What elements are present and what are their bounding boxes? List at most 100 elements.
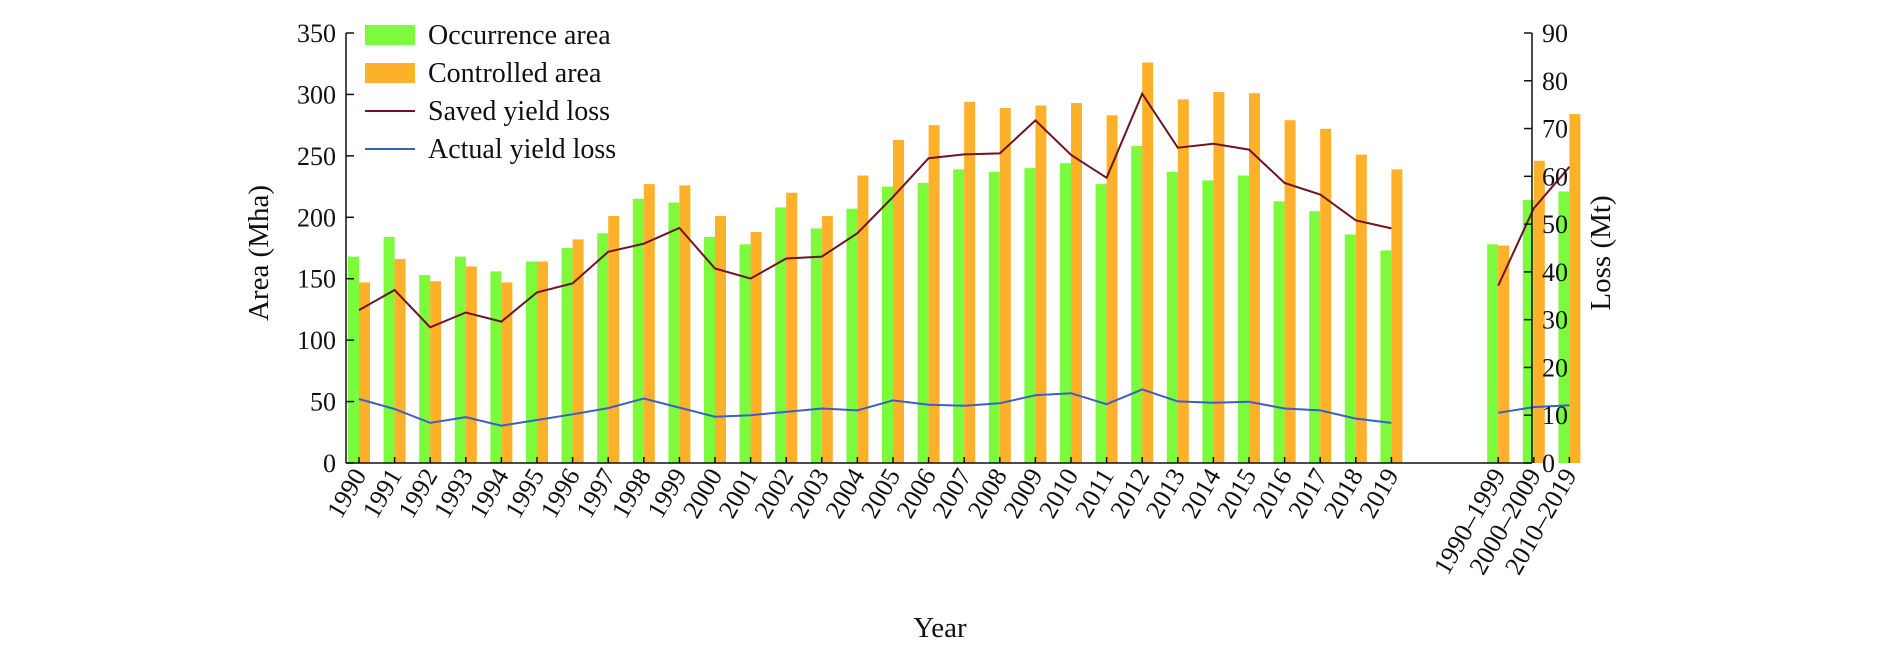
bar-controlled-area-2002 — [786, 192, 798, 463]
bar-occurrence-area-1997 — [597, 233, 609, 463]
bar-occurrence-area-1996 — [561, 248, 573, 463]
bar-controlled-area-1995 — [537, 261, 548, 463]
bar-controlled-area-2004 — [857, 175, 869, 463]
bar-controlled-area-1993 — [465, 266, 477, 463]
bar-controlled-area-2008 — [999, 107, 1011, 463]
legend-label-actual-yield-loss: Actual yield loss — [428, 134, 616, 165]
bar-occurrence-area-1990 — [348, 256, 359, 463]
x-axis-title: Year — [913, 612, 967, 644]
bar-occurrence-area-2000–2009 — [1522, 200, 1534, 464]
right-y-axis-title: Loss (Mt) — [1585, 195, 1617, 310]
left-y-axis-title: Area (Mha) — [243, 185, 275, 321]
line-actual-yield-loss-segment-1 — [358, 388, 1392, 427]
bar-occurrence-area-1994 — [490, 271, 502, 463]
bar-controlled-area-2009 — [1035, 105, 1047, 463]
left-y-tick-label: 0 — [323, 449, 336, 478]
bar-controlled-area-2019 — [1391, 169, 1403, 463]
bar-controlled-area-2001 — [750, 232, 762, 463]
right-y-tick-label: 0 — [1542, 449, 1555, 478]
line-saved-yield-loss-segment-1 — [358, 91, 1392, 329]
right-y-tick-label: 50 — [1542, 210, 1568, 239]
left-y-tick-label: 200 — [297, 203, 336, 232]
bar-occurrence-area-1990–1999 — [1487, 244, 1499, 463]
bar-controlled-area-1998 — [643, 184, 655, 463]
bar-controlled-area-1991 — [394, 259, 406, 463]
bar-occurrence-area-2012 — [1131, 146, 1143, 463]
left-y-tick-label: 50 — [310, 388, 336, 417]
bar-occurrence-area-2007 — [953, 169, 965, 463]
bars-layer — [348, 62, 1581, 464]
bar-occurrence-area-2010 — [1060, 163, 1071, 463]
bar-controlled-area-2000 — [715, 216, 726, 463]
bar-occurrence-area-2010–2019 — [1558, 191, 1570, 463]
legend-swatch-occurrence-area — [365, 25, 415, 45]
bar-occurrence-area-2014 — [1202, 180, 1214, 463]
bar-occurrence-area-2000 — [704, 236, 715, 463]
bar-controlled-area-2018 — [1355, 154, 1367, 463]
bar-occurrence-area-2004 — [846, 208, 858, 463]
bar-controlled-area-1990 — [359, 282, 370, 463]
line-actual-yield-loss-segment-2 — [1498, 404, 1570, 414]
bar-occurrence-area-2011 — [1095, 184, 1107, 463]
bar-occurrence-area-2018 — [1344, 234, 1356, 463]
bar-occurrence-area-2017 — [1309, 211, 1321, 463]
bar-occurrence-area-2003 — [810, 228, 822, 463]
bar-controlled-area-2005 — [893, 139, 904, 463]
bar-occurrence-area-1999 — [668, 202, 680, 464]
bar-controlled-area-2016 — [1284, 120, 1296, 463]
bar-controlled-area-2017 — [1320, 128, 1332, 464]
bar-occurrence-area-2009 — [1024, 168, 1036, 463]
bar-controlled-area-2006 — [928, 125, 940, 464]
right-y-tick-label: 10 — [1542, 401, 1568, 430]
right-y-tick-label: 70 — [1542, 115, 1568, 144]
bar-controlled-area-2012 — [1142, 62, 1154, 463]
bar-occurrence-area-2008 — [988, 171, 1000, 464]
x-tick-label-2019: 2019 — [1353, 464, 1404, 524]
bar-controlled-area-2003 — [821, 216, 833, 463]
bar-controlled-area-2000–2009 — [1533, 160, 1545, 463]
right-y-tick-label: 90 — [1542, 19, 1568, 48]
right-y-tick-label: 30 — [1542, 306, 1568, 335]
bar-occurrence-area-2016 — [1273, 201, 1285, 464]
lines-layer — [358, 91, 1571, 427]
bar-occurrence-area-1995 — [526, 261, 537, 463]
legend: Occurrence area Controlled area Saved yiel… — [365, 20, 616, 165]
left-y-tick-label: 100 — [297, 326, 336, 355]
bar-occurrence-area-1993 — [454, 256, 466, 463]
right-y-tick-label: 40 — [1542, 258, 1568, 287]
right-y-tick-label: 60 — [1542, 162, 1568, 191]
bar-controlled-area-1994 — [501, 282, 513, 463]
legend-label-saved-yield-loss: Saved yield loss — [428, 96, 610, 127]
bar-occurrence-area-2015 — [1238, 175, 1249, 463]
bar-occurrence-area-2002 — [775, 207, 787, 463]
right-y-tick-label: 80 — [1542, 67, 1568, 96]
bar-controlled-area-1992 — [430, 281, 442, 463]
left-y-tick-label: 150 — [297, 265, 336, 294]
bar-controlled-area-2010–2019 — [1569, 114, 1581, 463]
bar-occurrence-area-2013 — [1166, 171, 1178, 464]
right-y-tick-label: 20 — [1542, 353, 1568, 382]
bar-occurrence-area-2005 — [882, 186, 893, 464]
bar-controlled-area-2007 — [964, 101, 976, 464]
line-saved-yield-loss-segment-2 — [1497, 166, 1571, 287]
bar-occurrence-area-2006 — [917, 182, 929, 463]
bar-controlled-area-2013 — [1177, 99, 1189, 463]
legend-label-occurrence-area: Occurrence area — [428, 20, 611, 51]
bar-occurrence-area-1998 — [632, 198, 644, 463]
bar-occurrence-area-2019 — [1380, 250, 1392, 463]
bar-occurrence-area-2001 — [739, 244, 751, 463]
bar-controlled-area-2015 — [1249, 93, 1260, 463]
legend-swatch-controlled-area — [365, 63, 415, 83]
bar-occurrence-area-1991 — [383, 236, 395, 463]
bar-controlled-area-2014 — [1213, 91, 1225, 463]
left-y-tick-label: 350 — [297, 19, 336, 48]
left-y-tick-label: 250 — [297, 142, 336, 171]
left-y-tick-label: 300 — [297, 80, 336, 109]
bar-controlled-area-2010 — [1071, 103, 1082, 464]
bar-occurrence-area-1992 — [419, 275, 431, 463]
bar-controlled-area-1997 — [608, 216, 620, 463]
bar-controlled-area-2011 — [1106, 115, 1118, 464]
bar-controlled-area-1999 — [679, 185, 691, 464]
legend-label-controlled-area: Controlled area — [428, 58, 602, 89]
